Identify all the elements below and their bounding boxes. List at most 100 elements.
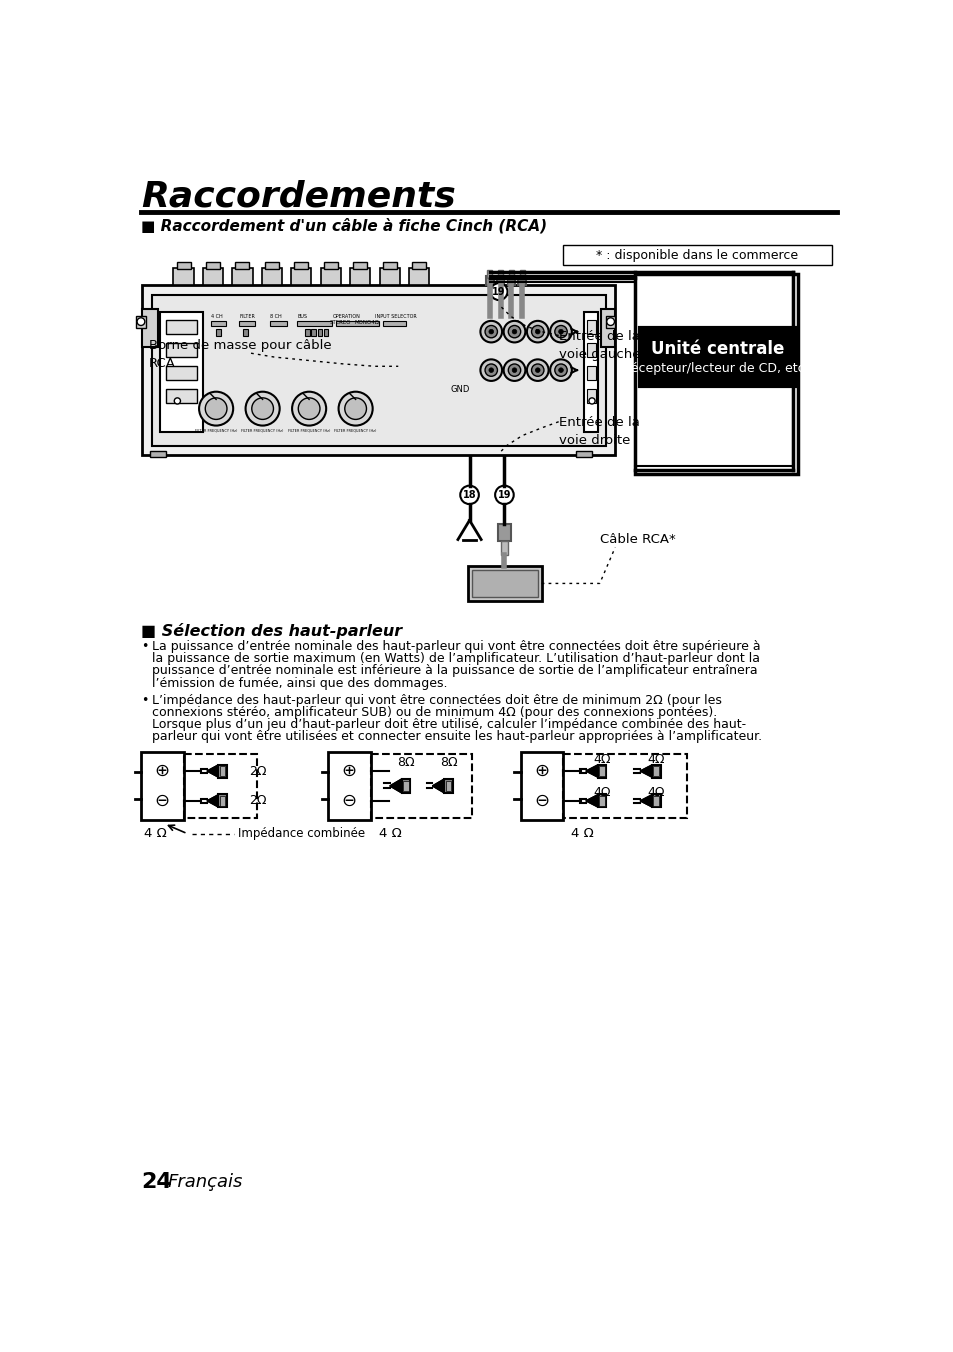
Bar xyxy=(635,274,798,475)
Bar xyxy=(651,795,660,807)
Bar xyxy=(519,270,524,277)
Bar xyxy=(150,452,166,457)
Bar xyxy=(586,389,596,403)
Text: Lorsque plus d’un jeu d’haut-parleur doit être utilisé, calculer l’impédance com: Lorsque plus d’un jeu d’haut-parleur doi… xyxy=(152,718,745,731)
Text: STEREO: STEREO xyxy=(329,320,351,324)
Circle shape xyxy=(344,397,366,419)
Circle shape xyxy=(488,368,493,372)
Bar xyxy=(243,329,248,337)
Text: 4 CH: 4 CH xyxy=(211,314,222,319)
Circle shape xyxy=(137,318,145,326)
Bar xyxy=(653,796,659,806)
Bar xyxy=(497,276,504,285)
Circle shape xyxy=(550,320,571,342)
Text: 8Ω: 8Ω xyxy=(439,756,456,769)
Text: •: • xyxy=(141,694,148,707)
Bar xyxy=(176,261,191,269)
Polygon shape xyxy=(639,795,651,807)
Bar xyxy=(583,312,598,431)
Bar xyxy=(598,767,604,776)
Text: ⊖: ⊖ xyxy=(341,792,356,810)
Text: 19: 19 xyxy=(492,287,505,296)
Bar xyxy=(320,268,340,285)
Text: 4 Ω: 4 Ω xyxy=(571,827,594,840)
Bar xyxy=(152,295,605,446)
Bar xyxy=(600,308,615,347)
Circle shape xyxy=(199,392,233,426)
Circle shape xyxy=(555,326,567,338)
Bar xyxy=(497,525,510,541)
Circle shape xyxy=(531,326,543,338)
Text: •: • xyxy=(141,639,148,653)
Text: 4Ω: 4Ω xyxy=(593,786,610,799)
Text: 18: 18 xyxy=(462,489,476,500)
Circle shape xyxy=(484,326,497,338)
Text: 4Ω: 4Ω xyxy=(647,753,664,767)
Circle shape xyxy=(558,330,562,334)
FancyBboxPatch shape xyxy=(562,246,831,265)
Circle shape xyxy=(606,318,614,326)
Circle shape xyxy=(292,392,326,426)
Bar xyxy=(507,276,515,285)
Bar xyxy=(166,389,196,403)
Polygon shape xyxy=(585,795,597,807)
Bar xyxy=(136,316,146,327)
Text: 4 Ω: 4 Ω xyxy=(378,827,401,840)
Circle shape xyxy=(508,364,520,376)
Circle shape xyxy=(550,360,571,381)
Circle shape xyxy=(480,360,501,381)
Bar xyxy=(485,276,493,285)
Text: 4 Ω: 4 Ω xyxy=(143,827,166,840)
Bar xyxy=(444,779,453,794)
Bar xyxy=(219,796,225,806)
Text: 19: 19 xyxy=(497,489,511,500)
Text: 24: 24 xyxy=(141,1172,172,1192)
Bar xyxy=(353,261,367,269)
Bar xyxy=(142,285,615,454)
Text: Entrée de la
voie droite: Entrée de la voie droite xyxy=(558,416,639,448)
Text: FILTER FREQUENCY (Hz): FILTER FREQUENCY (Hz) xyxy=(288,429,330,433)
Text: Impédance combinée: Impédance combinée xyxy=(237,827,365,840)
Circle shape xyxy=(555,364,567,376)
Circle shape xyxy=(174,397,180,404)
Bar xyxy=(517,276,525,285)
Circle shape xyxy=(535,330,539,334)
Text: Borne de masse pour câble
RCA: Borne de masse pour câble RCA xyxy=(149,339,331,370)
Bar xyxy=(305,329,310,337)
Text: 2Ω: 2Ω xyxy=(249,795,267,807)
Circle shape xyxy=(245,392,279,426)
Polygon shape xyxy=(639,765,651,777)
Bar xyxy=(500,541,508,554)
Circle shape xyxy=(484,364,497,376)
Bar xyxy=(401,779,410,794)
Bar xyxy=(597,795,606,807)
Text: GND: GND xyxy=(450,385,470,393)
Text: la puissance de sortie maximum (en Watts) de l’amplificateur. L’utilisation d’ha: la puissance de sortie maximum (en Watts… xyxy=(152,652,759,665)
Text: puissance d’entrée nominale est inférieure à la puissance de sortie de l’amplifi: puissance d’entrée nominale est inférieu… xyxy=(152,664,757,677)
Polygon shape xyxy=(585,765,597,777)
Bar xyxy=(576,452,592,457)
Bar xyxy=(472,571,537,598)
Bar xyxy=(206,261,220,269)
Bar xyxy=(235,261,249,269)
Bar xyxy=(382,320,406,326)
Text: ⊖: ⊖ xyxy=(154,792,170,810)
Circle shape xyxy=(526,360,548,381)
Text: * : disponible dans le commerce: * : disponible dans le commerce xyxy=(596,249,798,262)
Circle shape xyxy=(531,364,543,376)
Bar xyxy=(219,767,225,776)
Bar xyxy=(379,268,399,285)
Text: ⊖: ⊖ xyxy=(534,792,549,810)
Text: 4Ω: 4Ω xyxy=(593,753,610,767)
Circle shape xyxy=(490,283,507,300)
Circle shape xyxy=(512,330,517,334)
Text: INPUT SELECTOR: INPUT SELECTOR xyxy=(375,314,416,319)
Text: Unité centrale: Unité centrale xyxy=(650,339,783,357)
Bar xyxy=(586,343,596,357)
Text: ⊕: ⊕ xyxy=(154,763,170,780)
Polygon shape xyxy=(390,779,401,792)
Bar xyxy=(509,270,513,277)
Text: ■ Sélection des haut-parleur: ■ Sélection des haut-parleur xyxy=(141,623,401,638)
Bar xyxy=(291,268,311,285)
Bar xyxy=(520,752,562,819)
